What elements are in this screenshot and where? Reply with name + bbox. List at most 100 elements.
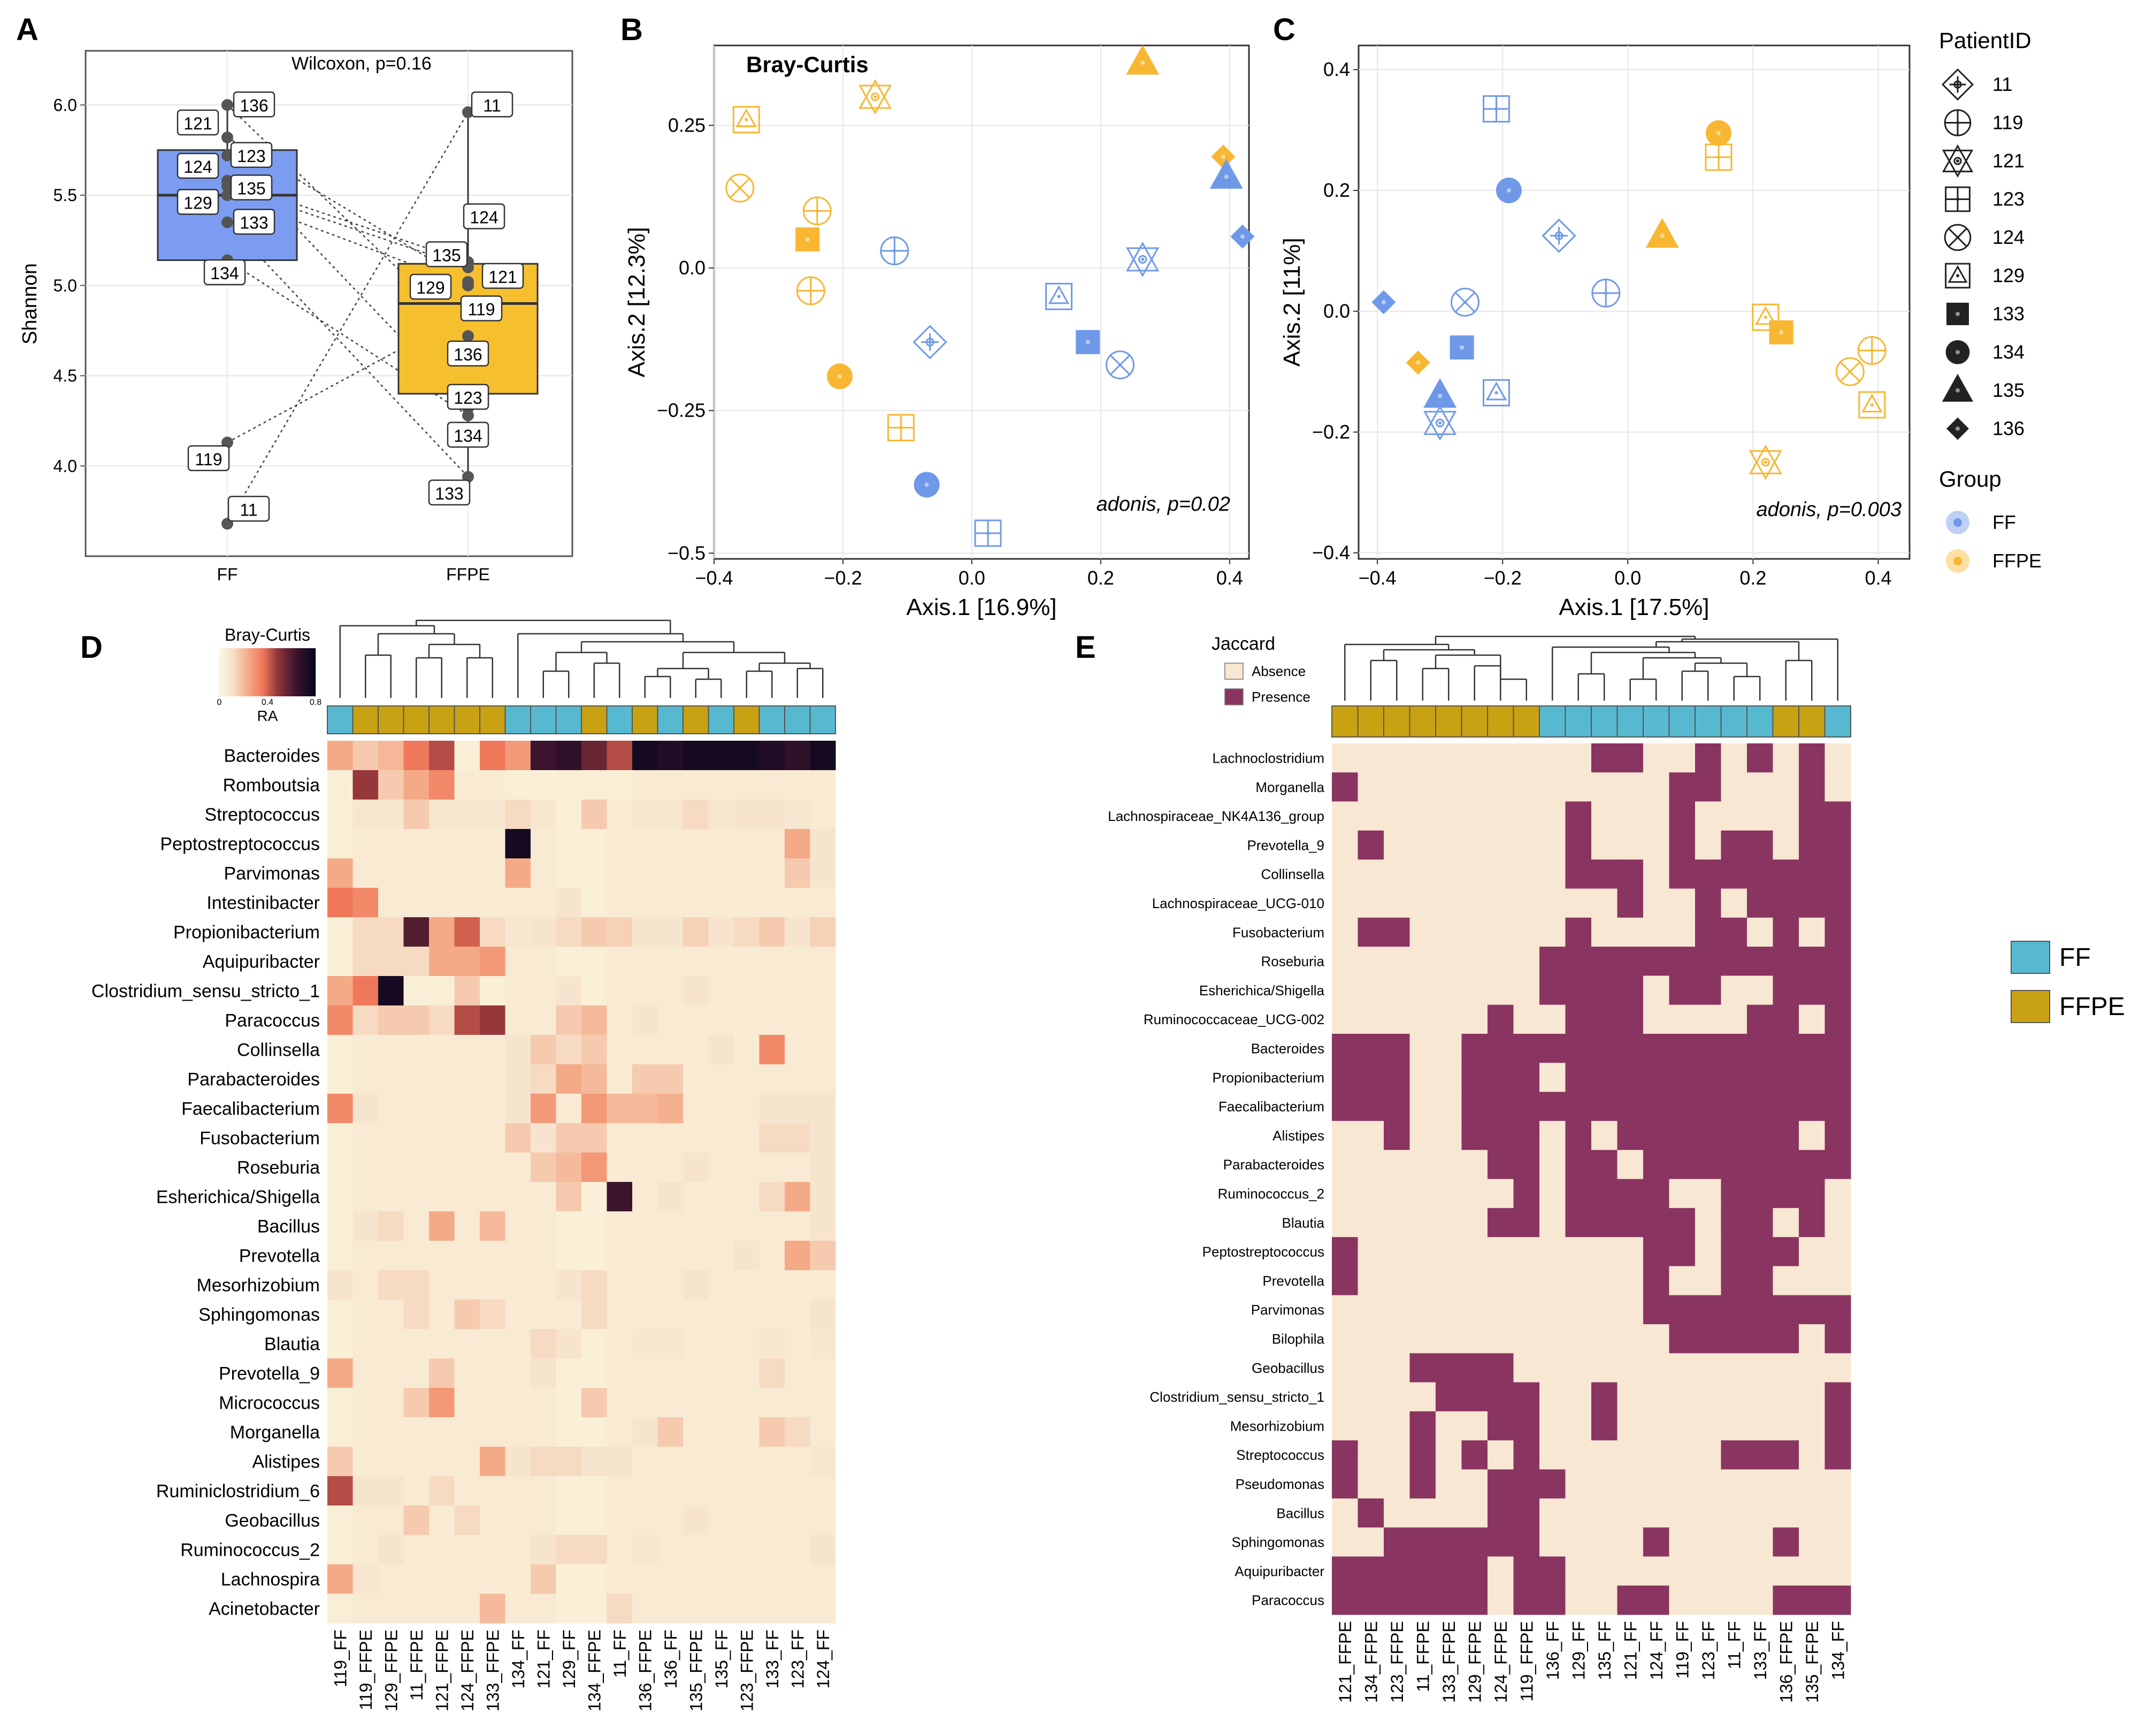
panel-d-cell: [759, 1300, 785, 1330]
panel-e-cell: [1436, 1150, 1462, 1179]
panel-e-cell: [1409, 1556, 1436, 1586]
panel-c-xtick-label: 0.0: [1614, 567, 1641, 589]
panel-d-cell: [785, 1182, 810, 1212]
panel-e-col-label: 119_FF: [1673, 1621, 1692, 1679]
panel-d-cell: [352, 1211, 379, 1241]
panel-d-group-bar-cell: [403, 705, 430, 734]
panel-e-cell: [1488, 917, 1514, 947]
panel-e-cell: [1436, 1440, 1462, 1470]
panel-d-cell: [352, 1358, 379, 1388]
panel-d-cell: [531, 888, 556, 918]
panel-d-row-label: Ruminiclostridium_6: [156, 1481, 320, 1502]
panel-d-cell: [657, 858, 684, 888]
panel-e-cell: [1384, 917, 1410, 947]
panel-d-cell: [785, 1564, 810, 1594]
panel-e-legend-label: Absence: [1252, 663, 1306, 679]
panel-d-cell: [657, 888, 684, 918]
group-legend-key-core: [1953, 557, 1962, 565]
panel-d-cell: [657, 1417, 684, 1447]
panel-e-cell: [1669, 917, 1696, 947]
panel-a-label: 124: [177, 152, 219, 179]
panel-d-cell: [327, 917, 353, 947]
panel-d-cell: [454, 947, 480, 977]
panel-e-cell: [1669, 1527, 1696, 1557]
panel-e-col-label: 121_FF: [1621, 1621, 1640, 1680]
panel-d-cell: [429, 1270, 455, 1300]
panel-e-cell: [1539, 1092, 1566, 1122]
panel-d-group-bar-cell: [708, 705, 734, 734]
panel-e-cell: [1747, 917, 1773, 947]
svg-text:129: 129: [183, 194, 212, 213]
panel-e-cell: [1721, 1120, 1747, 1150]
panel-d-cell: [429, 1388, 455, 1418]
panel-d-group-bar-cell: [632, 705, 658, 734]
panel-e-cell: [1461, 743, 1488, 773]
panel-e-cell: [1617, 1237, 1644, 1266]
panel-e-cell: [1409, 1034, 1436, 1063]
panel-e-cell: [1643, 859, 1669, 889]
panel-e-group-bar-cell: [1487, 705, 1514, 738]
panel-b-xtick-label: −0.4: [695, 567, 733, 589]
panel-d-cell: [480, 770, 505, 800]
panel-e-cell: [1747, 1034, 1773, 1063]
panel-d-cell: [810, 858, 836, 888]
panel-d-cell: [327, 1211, 353, 1241]
panel-d-cell: [378, 1535, 404, 1565]
panel-d-col-label: 133_FF: [763, 1630, 782, 1688]
panel-a-point: [462, 106, 474, 118]
panel-e-cell: [1488, 801, 1514, 831]
panel-e-cell: [1591, 1353, 1617, 1383]
panel-e-cell: [1358, 1324, 1384, 1354]
panel-e-cell: [1409, 917, 1436, 947]
panel-e-cell: [1384, 1411, 1410, 1441]
panel-d-cell: [352, 1564, 379, 1594]
panel-d-cell: [657, 741, 684, 771]
panel-d-cell: [785, 1094, 810, 1124]
panel-d-cell: [759, 770, 785, 800]
panel-d-cell: [454, 976, 480, 1006]
panel-c-xtick-label: −0.4: [1359, 567, 1397, 589]
panel-d-cell: [556, 1594, 582, 1624]
panel-d-cell: [810, 1388, 836, 1418]
panel-e-cell: [1332, 888, 1358, 918]
panel-e-cell: [1539, 1295, 1566, 1325]
panel-d-legend-swatch: [264, 648, 266, 696]
panel-d-cell: [810, 1505, 836, 1535]
panel-d-legend-swatch: [248, 648, 250, 696]
panel-d-cell: [454, 1505, 480, 1535]
panel-d-row-label: Fusobacterium: [200, 1128, 320, 1149]
panel-e-cell: [1488, 772, 1514, 802]
patient-legend-key: [1942, 373, 1974, 402]
panel-a-point: [462, 330, 474, 342]
panel-d-cell: [352, 1064, 379, 1094]
panel-d-cell: [683, 1300, 709, 1330]
panel-d-cell: [403, 1417, 430, 1447]
panel-d-cell: [734, 976, 760, 1006]
panel-d-cell: [531, 858, 556, 888]
panel-e-cell: [1461, 1266, 1488, 1296]
panel-e-cell: [1358, 888, 1384, 918]
panel-d-cell: [480, 1241, 505, 1271]
panel-d-cell: [378, 1594, 404, 1624]
panel-d-cell: [454, 1535, 480, 1565]
panel-d-cell: [378, 1300, 404, 1330]
panel-d-cell: [378, 1417, 404, 1447]
panel-e-cell: [1332, 1150, 1358, 1179]
panel-e-cell: [1669, 1063, 1696, 1093]
panel-e-cell: [1332, 1324, 1358, 1354]
panel-d-cell: [683, 888, 709, 918]
panel-d-cell: [810, 800, 836, 829]
panel-e-cell: [1773, 1004, 1799, 1034]
panel-e-cell: [1591, 1120, 1617, 1150]
panel-d-cell: [785, 1594, 810, 1624]
panel-a-label: 121: [177, 109, 219, 136]
panel-e-cell: [1358, 1179, 1384, 1209]
panel-d-heatmap-cells: [327, 741, 836, 1624]
panel-e-group-bar-cell: [1643, 705, 1670, 738]
panel-e-cell: [1513, 1266, 1540, 1296]
panel-e-cell: [1565, 1004, 1592, 1034]
panel-d-cell: [683, 1535, 709, 1565]
panel-d-legend-swatch: [235, 648, 237, 696]
panel-e-cell: [1591, 1440, 1617, 1470]
panel-e-cell: [1513, 1324, 1540, 1354]
